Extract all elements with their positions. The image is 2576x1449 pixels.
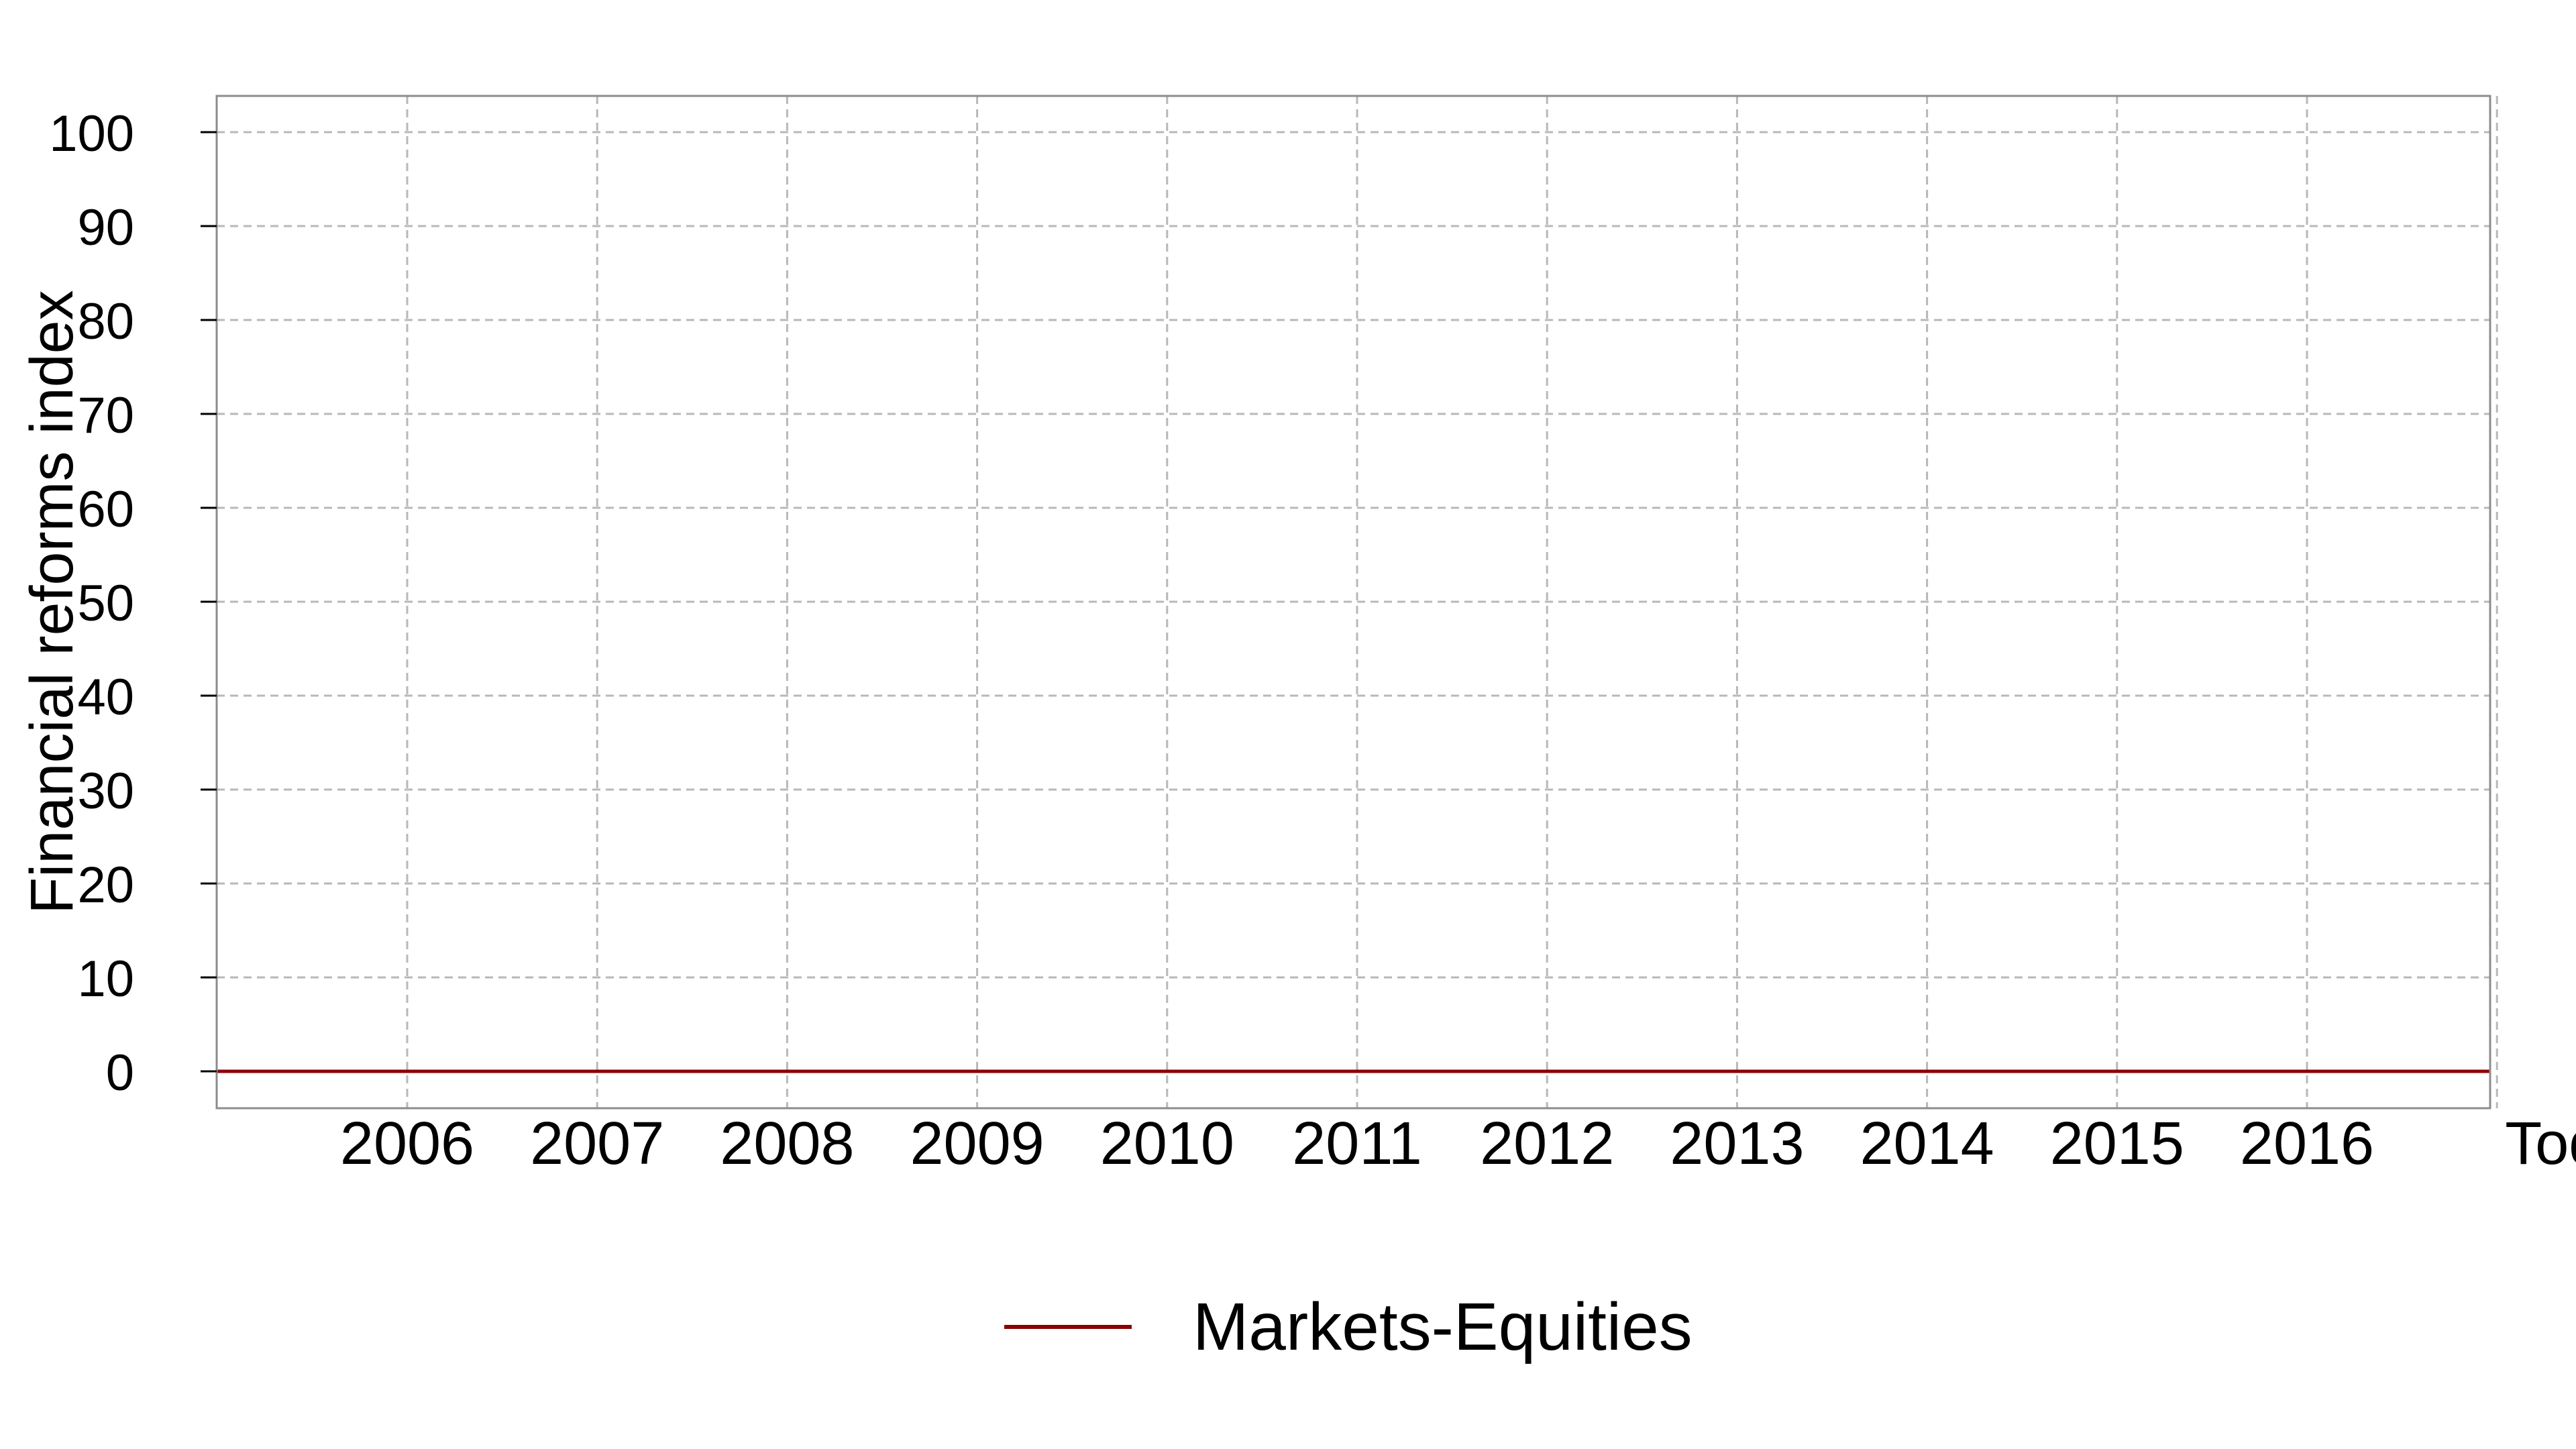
x-tick-label: Today: [2505, 1110, 2576, 1177]
x-axis: 2006 2007 2008 2009 2010 2011 2012 2013 2014 2015…: [340, 1110, 2576, 1177]
x-tick-label: 2009: [910, 1110, 1044, 1177]
x-tick-label: 2006: [340, 1110, 474, 1177]
y-tick-label: 70: [77, 387, 134, 444]
y-tick-label: 0: [106, 1044, 134, 1102]
x-tick-label: 2010: [1100, 1110, 1234, 1177]
y-axis-label: Financial reforms index: [19, 290, 86, 914]
y-tick-label: 100: [49, 105, 134, 162]
x-tick-label: 2013: [1670, 1110, 1804, 1177]
y-tick-label: 30: [77, 763, 134, 820]
x-tick-label: 2011: [1292, 1110, 1422, 1177]
y-tick-label: 50: [77, 575, 134, 632]
legend: Markets-Equities: [1004, 1289, 1693, 1364]
x-tick-label: 2012: [1480, 1110, 1614, 1177]
x-tick-label: 2015: [2050, 1110, 2184, 1177]
legend-label: Markets-Equities: [1193, 1289, 1693, 1364]
x-tick-label: 2008: [720, 1110, 854, 1177]
y-axis: 0 10 20 30 40 50 60 70 80 90 100: [49, 105, 217, 1102]
y-tick-label: 20: [77, 857, 134, 914]
y-tick-label: 10: [77, 951, 134, 1008]
y-tick-label: 80: [77, 293, 134, 350]
y-tick-label: 90: [77, 199, 134, 256]
x-tick-label: 2014: [1860, 1110, 1994, 1177]
y-tick-label: 60: [77, 481, 134, 538]
x-tick-label: 2007: [530, 1110, 664, 1177]
y-tick-label: 40: [77, 669, 134, 726]
x-tick-label: 2016: [2240, 1110, 2374, 1177]
grid: [217, 96, 2498, 1108]
